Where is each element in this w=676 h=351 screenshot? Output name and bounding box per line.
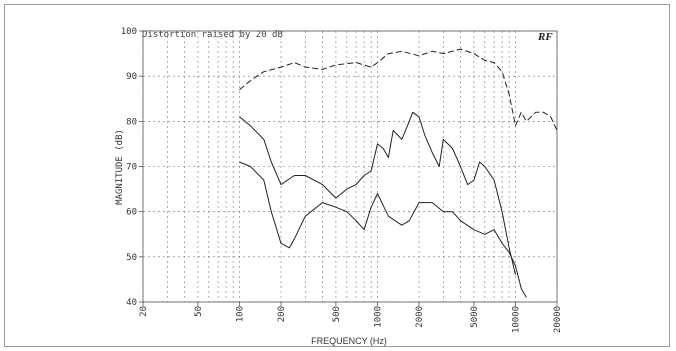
x-tick-label: 5000 bbox=[470, 306, 480, 328]
series-line-2 bbox=[239, 111, 516, 276]
x-tick-label: 2000 bbox=[415, 306, 425, 328]
x-tick-label: 20000 bbox=[553, 306, 563, 333]
data-series bbox=[239, 48, 558, 298]
x-tick-label: 1000 bbox=[373, 306, 383, 328]
y-tick-label: 90 bbox=[126, 72, 137, 82]
chart-frame bbox=[4, 4, 670, 347]
series-line-1 bbox=[239, 48, 558, 131]
y-tick-label: 80 bbox=[126, 117, 137, 127]
brand-logo: RF bbox=[537, 31, 553, 43]
y-tick-label: 70 bbox=[126, 163, 137, 173]
y-tick-label: 50 bbox=[126, 253, 137, 263]
x-tick-label: 20 bbox=[139, 306, 149, 317]
x-axis-label: FREQUENCY (Hz) bbox=[311, 336, 387, 346]
x-tick-label: 500 bbox=[332, 306, 342, 322]
grid-lines bbox=[142, 30, 558, 303]
x-axis-ticks: 20 50 100 200 500 1000 2000 5000 10000 20000 bbox=[139, 302, 563, 333]
x-tick-label: 100 bbox=[235, 306, 245, 322]
y-tick-label: 40 bbox=[126, 298, 137, 308]
series-line-3 bbox=[239, 161, 527, 298]
y-axis-label: MAGNITUDE (dB) bbox=[115, 129, 125, 205]
y-tick-label: 60 bbox=[126, 208, 137, 218]
y-axis-ticks: 40 50 60 70 80 90 100 bbox=[121, 27, 143, 308]
y-tick-label: 100 bbox=[121, 27, 137, 37]
x-tick-label: 10000 bbox=[511, 306, 521, 333]
chart-title: Distortion raised by 20 dB bbox=[142, 30, 283, 40]
x-tick-label: 50 bbox=[194, 306, 204, 317]
x-tick-label: 200 bbox=[277, 306, 287, 322]
